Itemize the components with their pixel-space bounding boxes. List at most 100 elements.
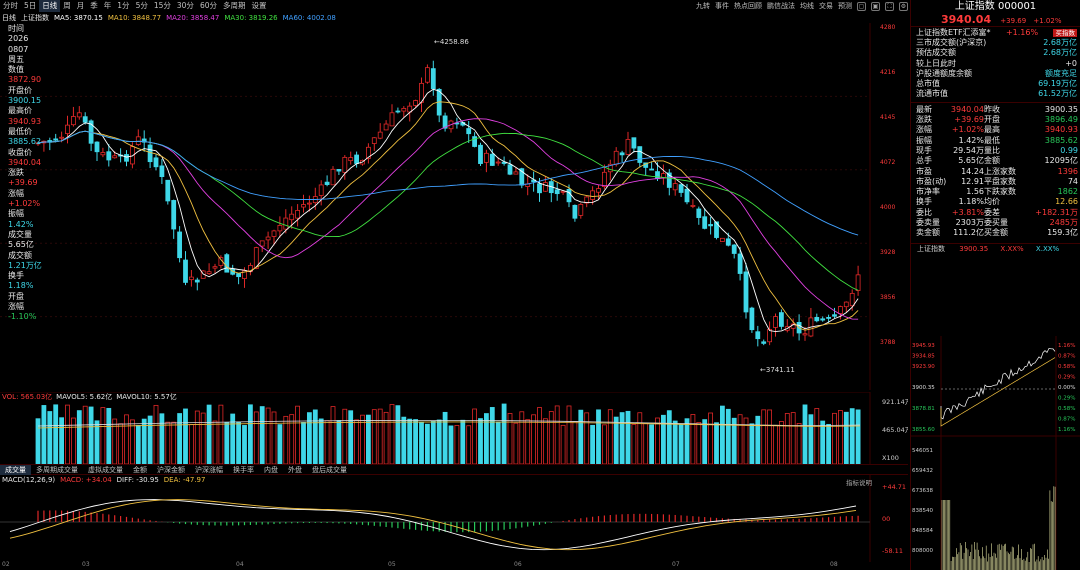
indicator-tab-0[interactable]: 成交量	[0, 464, 31, 475]
etf-row[interactable]: 上证指数ETF汇添富* +1.16% 买指数	[911, 26, 1080, 38]
candle	[838, 306, 843, 314]
indicator-tab-4[interactable]: 沪深金额	[157, 465, 185, 474]
summary-row: 流通市值 61.52万亿	[911, 89, 1080, 99]
price-tick: 3928	[880, 249, 895, 256]
indicator-tab-9[interactable]: 盘后成交量	[312, 465, 347, 474]
mini-right-tick: 0.00%	[1058, 385, 1075, 391]
tool-item-6[interactable]: 预测	[838, 2, 852, 10]
quote-row: 委卖量 2303万 委买量 2485万	[911, 218, 1080, 228]
volume-chart[interactable]: 921.14万 465.04万 X100	[0, 392, 908, 464]
vol-bar	[159, 413, 165, 464]
indicator-tab-5[interactable]: 沪深涨幅	[195, 465, 223, 474]
indicator-tab-2[interactable]: 虚拟成交量	[88, 465, 123, 474]
summary-key: 总市值	[916, 79, 940, 89]
mini-chart-title: 上证指数 3900.35 X.XX% X.XX%	[917, 244, 1060, 253]
ma-prefix: 日线	[2, 14, 16, 22]
tool-item-1[interactable]: 事件	[715, 2, 729, 10]
ma20-line	[37, 118, 859, 320]
quote-value: 5.65亿	[958, 156, 984, 166]
candle	[236, 273, 242, 278]
macd-tick: -58.11	[882, 547, 903, 555]
vol-bar	[76, 410, 82, 464]
intraday-price-line	[940, 348, 1056, 420]
vol-bar	[826, 423, 831, 464]
indicator-tab-3[interactable]: 金额	[133, 465, 147, 474]
vol-bar	[377, 408, 383, 464]
period-tab-13[interactable]: 设置	[251, 1, 267, 10]
quote-value: 0.99	[1060, 145, 1078, 155]
period-tab-11[interactable]: 60分	[199, 1, 217, 10]
period-tab-12[interactable]: 多周期	[222, 1, 246, 10]
indicator-tab-6[interactable]: 换手率	[233, 465, 254, 474]
period-tab-8[interactable]: 5分	[135, 1, 148, 10]
summary-value: +0	[1065, 58, 1077, 68]
vol-bar	[661, 414, 666, 464]
price-tick: 3856	[880, 294, 895, 301]
period-tab-1[interactable]: 5日	[24, 1, 37, 10]
fullscreen-icon[interactable]: ⛶	[885, 1, 894, 11]
quote-row: 市盈(动) 12.91 平盘家数 74	[911, 177, 1080, 187]
candle	[832, 314, 837, 317]
candle	[478, 144, 483, 164]
candle	[212, 266, 218, 269]
indicator-tab-1[interactable]: 多周期成交量	[36, 465, 78, 474]
candle	[377, 131, 383, 139]
period-tab-5[interactable]: 季	[90, 1, 98, 10]
period-tab-10[interactable]: 30分	[176, 1, 194, 10]
vol-bar	[761, 409, 767, 464]
mini-right-tick: 0.29%	[1058, 375, 1075, 381]
quote-row: 总手 5.65亿 金额 12095亿	[911, 156, 1080, 166]
candle	[602, 171, 607, 188]
candle	[147, 144, 153, 163]
info-row: 收盘价	[8, 147, 32, 157]
candle	[283, 217, 289, 230]
tool-item-3[interactable]: 鹏信战法	[767, 2, 795, 10]
tool-item-2[interactable]: 热点回顾	[734, 2, 762, 10]
vol-bar	[495, 421, 501, 464]
tool-item-4[interactable]: 均线	[800, 2, 814, 10]
indicator-tab-8[interactable]: 外盘	[288, 465, 302, 474]
quote-key: 量比	[984, 145, 1000, 155]
intraday-mini-chart[interactable]: 3945.93 3934.85 3923.90 3900.35 3878.81 3855.…	[911, 336, 1080, 570]
x-tick: 02	[2, 561, 10, 568]
candle	[318, 184, 324, 196]
candle	[672, 183, 678, 191]
candle	[690, 205, 696, 207]
quote-value: +1.02%	[951, 125, 984, 135]
period-tab-3[interactable]: 周	[63, 1, 71, 10]
period-tab-0[interactable]: 分时	[3, 1, 18, 10]
period-tab-4[interactable]: 月	[76, 1, 85, 10]
quote-key: 金额	[984, 156, 1000, 166]
buy-index-button[interactable]: 买指数	[1053, 29, 1077, 37]
info-row: 1.21万亿	[8, 260, 42, 270]
period-tab-6[interactable]: 年	[103, 1, 112, 10]
period-tab-7[interactable]: 1分	[117, 1, 130, 10]
vol-bar	[165, 421, 171, 464]
candle	[560, 190, 566, 193]
mini-right-tick: 0.58%	[1058, 406, 1075, 412]
period-tab-9[interactable]: 15分	[153, 1, 171, 10]
kline-chart[interactable]: 4280 4216 4145 4072 4000 3928 3856 3788 ←4258.86…	[0, 23, 908, 390]
vol-bar	[466, 425, 472, 464]
indicator-tab-7[interactable]: 内盘	[264, 465, 278, 474]
period-tab-2[interactable]: 日线	[39, 0, 61, 12]
ma5-line	[37, 88, 859, 333]
vol-bar	[336, 420, 342, 464]
info-row: 成交额	[8, 250, 32, 260]
tool-item-0[interactable]: 九转	[696, 2, 710, 10]
window-icon[interactable]: ▣	[871, 1, 880, 11]
candle	[94, 141, 100, 153]
candle	[590, 190, 595, 200]
gear-icon[interactable]: ⚙	[899, 1, 908, 11]
quote-value: 3885.62	[1044, 135, 1078, 145]
ma10-line	[37, 101, 859, 331]
mavol10: MAVOL10: 5.57亿	[116, 393, 177, 401]
ma-item-1: MA10: 3848.77	[107, 14, 162, 22]
macd-chart[interactable]: +44.71 00 -58.11	[0, 474, 908, 562]
tool-item-5[interactable]: 交易	[819, 2, 833, 10]
indicator-help-link[interactable]: 指标说明	[846, 479, 872, 487]
vol-bar	[230, 413, 236, 464]
candle	[336, 169, 342, 172]
candle	[489, 153, 495, 166]
settings-icon[interactable]: ▢	[857, 1, 866, 11]
